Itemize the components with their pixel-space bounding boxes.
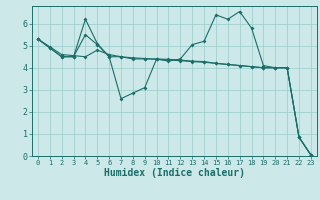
X-axis label: Humidex (Indice chaleur): Humidex (Indice chaleur) xyxy=(104,168,245,178)
